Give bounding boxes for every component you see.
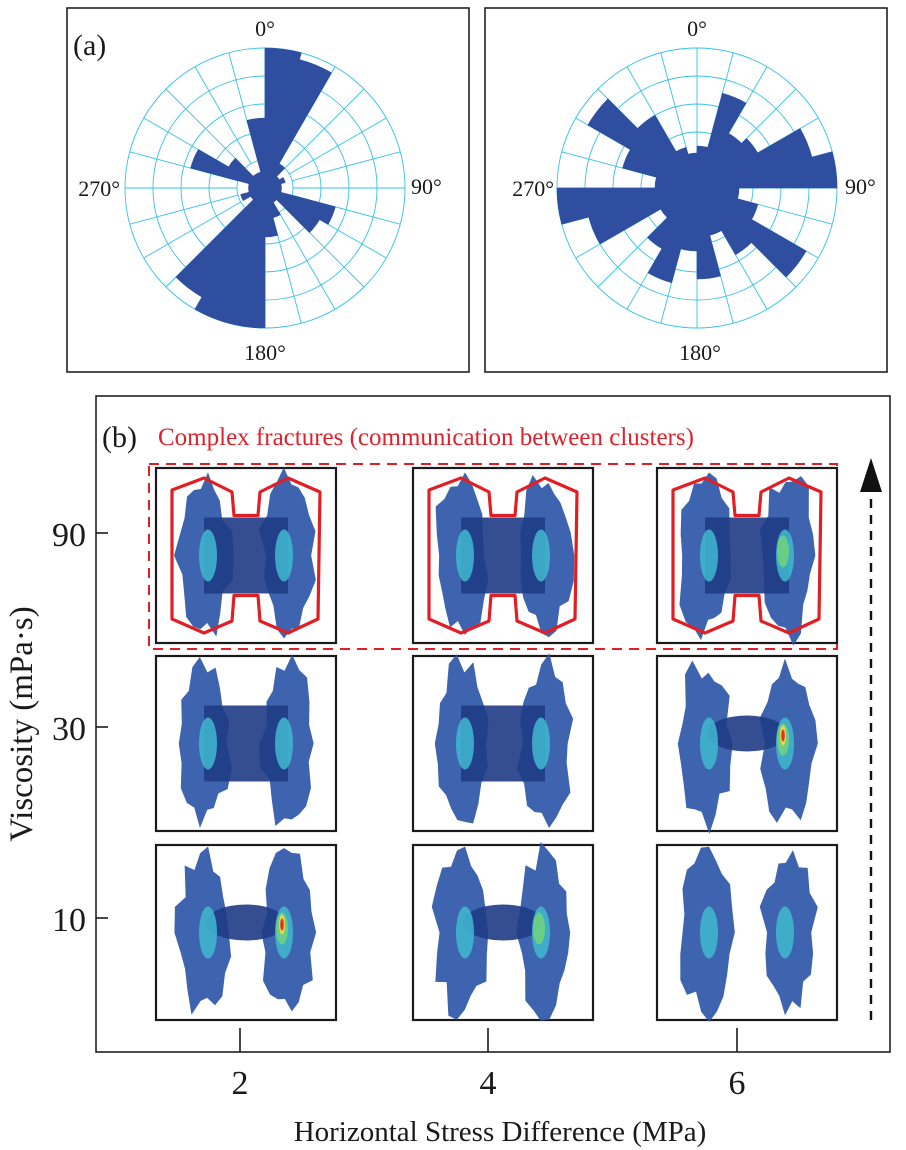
fracture-hotspot (533, 912, 545, 945)
rose-hub (680, 171, 714, 205)
rose-spoke (165, 88, 246, 169)
right-rose-label-180: 180° (679, 340, 721, 365)
fracture-hotspot (199, 717, 217, 770)
fracture-hotspot (456, 717, 474, 770)
x-tick-label-4: 4 (480, 1065, 497, 1102)
right-rose-label-0: 0° (687, 16, 707, 41)
rose-petal (696, 92, 747, 189)
fracture-hotspot (275, 717, 293, 770)
y-tick-label-90: 90 (52, 517, 86, 554)
rose-spoke (289, 117, 387, 175)
rose-petal (264, 187, 320, 233)
panel-a-label: (a) (73, 29, 106, 62)
fracture-hotspot (700, 717, 718, 770)
rose-spoke (278, 212, 336, 310)
panel-b-frame (95, 395, 891, 1053)
complex-fractures-annotation: Complex fractures (communication between… (158, 424, 694, 451)
right-rose-label-270: 270° (512, 176, 554, 201)
rose-petal (587, 98, 698, 189)
fracture-thumbnail-4mpa (411, 466, 595, 645)
fracture-thumbnail-2mpa (154, 843, 338, 1022)
fracture-thumbnail-4mpa (411, 842, 595, 1022)
rose-petal (637, 114, 698, 189)
fracture-hotspot (199, 529, 217, 582)
panel-a-left-frame (66, 7, 470, 373)
fracture-hotspot (199, 906, 217, 959)
left-rose-label-270: 270° (78, 176, 120, 201)
fracture-thumbnail-2mpa (154, 466, 338, 645)
panel-b-label: (b) (102, 421, 137, 454)
fracture-thumbnail-6mpa (655, 466, 839, 646)
complex-fractures-dashed-box (148, 463, 838, 650)
rose-petal (696, 187, 721, 280)
fracture-hotspot (700, 906, 718, 959)
rose-spoke (284, 88, 365, 169)
x-tick-label-6: 6 (729, 1065, 746, 1102)
panel-b: (b) Complex fractures (communication bet… (4, 395, 891, 1148)
rose-spoke (291, 151, 401, 182)
panel-a-right-frame (484, 7, 888, 373)
fracture-hotspot (781, 729, 785, 742)
x-axis-title: Horizontal Stress Difference (MPa) (294, 1116, 707, 1148)
fracture-hotspot (777, 535, 789, 568)
left-rose-label-180: 180° (244, 340, 286, 365)
rose-petal (190, 149, 266, 189)
fracture-thumbnail-4mpa (411, 653, 595, 833)
rose-spoke (143, 201, 241, 259)
rose-hub (248, 171, 282, 205)
x-tick-label-2: 2 (232, 1065, 249, 1102)
y-tick-label-10: 10 (52, 902, 86, 939)
rose-petal (647, 187, 698, 284)
y-tick-label-30: 30 (52, 711, 86, 748)
fracture-partial-bridge (463, 904, 543, 941)
rose-petal (264, 47, 302, 189)
rose-petal (647, 187, 698, 250)
fracture-bridge (705, 517, 789, 594)
rose-petal (246, 117, 266, 189)
fracture-bridge (461, 517, 545, 594)
left-rose-label-90: 90° (411, 174, 442, 199)
rose-spoke (660, 52, 691, 162)
fracture-network-outline (427, 476, 579, 635)
fracture-thumbnail-grid (154, 466, 839, 1022)
rose-spoke (129, 194, 239, 225)
rose-petal (696, 151, 838, 189)
panel-a: (a) 0° 90° 180° 270° 0° 90° 180° 270° (66, 7, 888, 373)
fracture-network-outline (170, 476, 322, 635)
fracture-hotspot (275, 529, 293, 582)
viscosity-increase-arrowhead (860, 458, 882, 492)
rose-petal (264, 59, 332, 189)
left-rose-label-0: 0° (255, 16, 275, 41)
rose-diagram-right (556, 47, 838, 329)
rose-petal (696, 187, 752, 256)
fracture-thumbnail-2mpa (154, 654, 338, 833)
rose-diagram-left (124, 47, 406, 329)
rose-spoke (194, 66, 252, 164)
fracture-hotspot (532, 717, 550, 770)
fracture-hotspot (776, 906, 794, 959)
fracture-hotspot (700, 529, 718, 582)
fracture-partial-bridge (206, 904, 286, 941)
rose-petal (264, 187, 336, 225)
fracture-thumbnail-6mpa (655, 843, 839, 1022)
fracture-hotspot (456, 906, 474, 959)
fracture-partial-bridge (707, 715, 787, 752)
fracture-bridge (204, 517, 288, 594)
rose-petal (556, 187, 698, 225)
y-axis-title: Viscosity (mPa·s) (4, 606, 40, 841)
rose-petal (696, 187, 807, 278)
fracture-hotspot (280, 918, 284, 931)
fracture-hotspot (532, 529, 550, 582)
fracture-bridge (461, 705, 545, 782)
fracture-network-outline (671, 476, 823, 635)
fracture-hotspot (456, 529, 474, 582)
right-rose-label-90: 90° (845, 174, 876, 199)
fracture-bridge (204, 705, 288, 782)
rose-petal (194, 187, 266, 324)
rose-petal (175, 187, 266, 298)
fracture-thumbnail-6mpa (655, 654, 839, 834)
